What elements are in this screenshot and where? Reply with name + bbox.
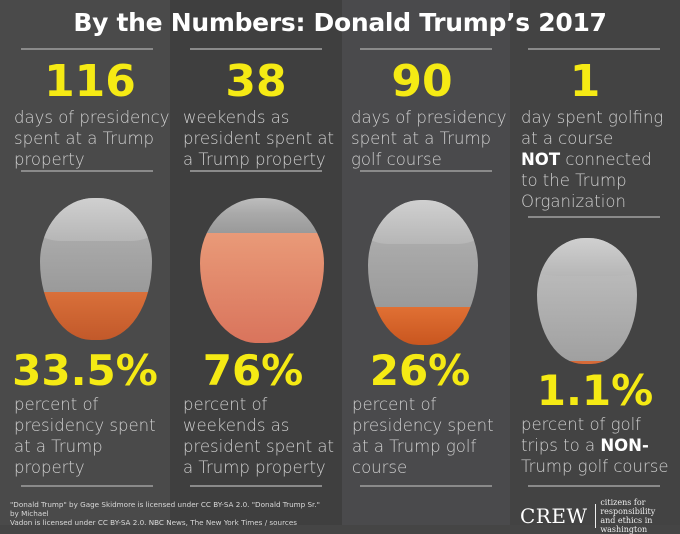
stat-value: 116 xyxy=(44,56,136,107)
divider xyxy=(21,48,153,50)
divider xyxy=(190,170,322,172)
percent-description: percent of presidency spent at a Trump prop… xyxy=(14,395,156,477)
divider xyxy=(190,485,322,487)
logo-separator xyxy=(594,504,596,528)
percent-description: percent of golf trips to a NON- Trump go… xyxy=(521,415,669,476)
percent-description: percent of presidency spent at a Trump gol… xyxy=(352,395,494,477)
stat-value: 90 xyxy=(391,56,453,107)
divider xyxy=(21,485,153,487)
trump-face-icon xyxy=(368,200,478,345)
divider xyxy=(528,48,660,50)
divider xyxy=(528,485,660,487)
stat-description: days of presidency spent at a Trump proper… xyxy=(14,108,170,169)
image-credits: "Donald Trump" by Gage Skidmore is licen… xyxy=(10,500,320,527)
percent-description: percent of weekends as president spent at a… xyxy=(183,395,334,477)
divider xyxy=(190,48,322,50)
stat-description: days of presidency spent at a Trump golf c… xyxy=(351,108,507,169)
divider xyxy=(528,216,660,218)
stat-description: weekends as president spent at a Trump pro… xyxy=(183,108,334,169)
percent-value: 76% xyxy=(202,346,304,395)
infographic-title: By the Numbers: Donald Trump’s 2017 xyxy=(73,8,607,37)
percent-value: 33.5% xyxy=(12,346,158,395)
crew-logo: CREW citizens for responsibility and eth… xyxy=(520,498,680,534)
divider xyxy=(360,485,492,487)
divider xyxy=(360,170,492,172)
percent-value: 1.1% xyxy=(536,366,654,415)
emphasis-not: NOT xyxy=(521,150,561,169)
crew-tagline: citizens for responsibility and ethics i… xyxy=(600,498,656,534)
trump-face-icon xyxy=(40,198,152,340)
stat-value: 1 xyxy=(569,56,601,107)
trump-face-icon xyxy=(200,198,324,343)
percent-value: 26% xyxy=(369,346,471,395)
stat-value: 38 xyxy=(225,56,287,107)
divider xyxy=(360,48,492,50)
stat-description: day spent golfing at a course NOT connect… xyxy=(521,108,664,211)
divider xyxy=(21,170,153,172)
trump-face-icon xyxy=(537,238,637,364)
emphasis-non: NON- xyxy=(600,436,649,455)
crew-wordmark: CREW xyxy=(520,504,588,528)
